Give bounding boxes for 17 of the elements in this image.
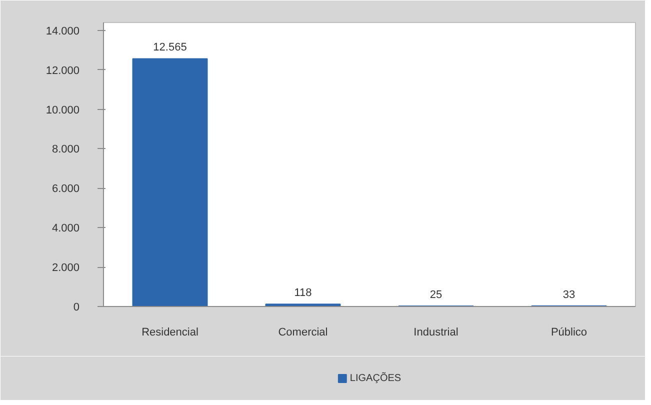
y-tick-label: 10.000 <box>46 104 80 116</box>
data-label: 33 <box>562 288 576 301</box>
y-tick-label: 12.000 <box>46 64 80 77</box>
data-label: 25 <box>430 289 442 302</box>
y-tick-label: 2.000 <box>52 262 80 274</box>
y-tick-label: 14.000 <box>46 25 80 38</box>
legend-label: LIGAÇÕES <box>350 372 402 384</box>
y-tick-label: 0 <box>73 302 80 314</box>
x-tick-label: Residencial <box>142 326 198 338</box>
y-tick-label: 8.000 <box>52 144 80 156</box>
data-label: 118 <box>294 287 312 300</box>
x-tick-label: Público <box>550 326 588 338</box>
y-tick-label: 6.000 <box>52 183 80 196</box>
data-label: 12.565 <box>153 42 187 54</box>
x-tick-label: Industrial <box>414 326 458 338</box>
x-tick-label: Comercial <box>278 326 328 338</box>
y-tick-label: 4.000 <box>52 222 80 235</box>
